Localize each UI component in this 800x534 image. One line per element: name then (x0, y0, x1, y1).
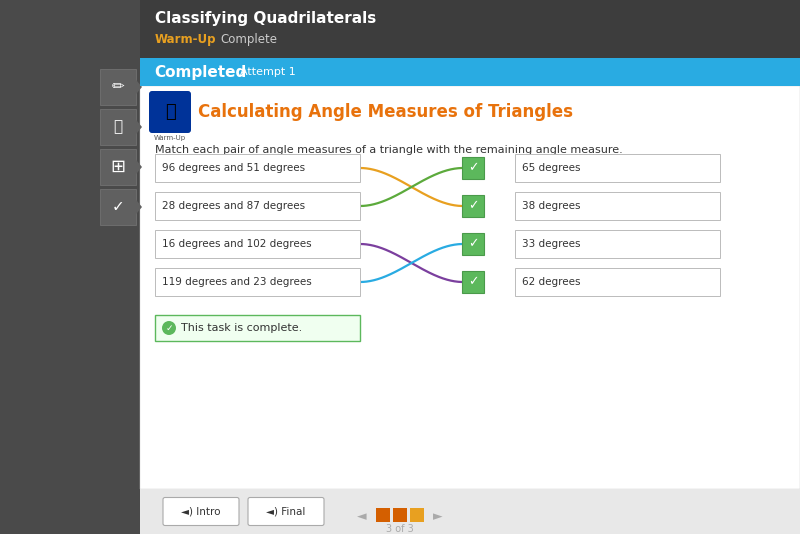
FancyBboxPatch shape (155, 154, 360, 182)
FancyBboxPatch shape (100, 69, 136, 105)
FancyBboxPatch shape (462, 157, 484, 179)
FancyBboxPatch shape (515, 192, 720, 220)
Text: ✓: ✓ (468, 200, 478, 213)
FancyBboxPatch shape (515, 154, 720, 182)
Text: Attempt 1: Attempt 1 (240, 67, 296, 77)
Text: This task is complete.: This task is complete. (181, 323, 302, 333)
Text: 119 degrees and 23 degrees: 119 degrees and 23 degrees (162, 277, 312, 287)
Polygon shape (136, 80, 142, 94)
FancyBboxPatch shape (515, 230, 720, 258)
FancyBboxPatch shape (140, 58, 800, 86)
Text: Calculating Angle Measures of Triangles: Calculating Angle Measures of Triangles (198, 103, 573, 121)
FancyBboxPatch shape (140, 489, 800, 534)
Text: 🎧: 🎧 (114, 120, 122, 135)
FancyBboxPatch shape (376, 508, 390, 522)
FancyBboxPatch shape (100, 149, 136, 185)
FancyBboxPatch shape (155, 268, 360, 296)
Text: Complete: Complete (220, 34, 277, 46)
Text: ✓: ✓ (468, 238, 478, 250)
FancyBboxPatch shape (149, 91, 191, 133)
FancyBboxPatch shape (155, 315, 360, 341)
Polygon shape (136, 200, 142, 214)
Text: 62 degrees: 62 degrees (522, 277, 581, 287)
Text: ►: ► (433, 511, 443, 523)
Polygon shape (136, 160, 142, 174)
Text: 38 degrees: 38 degrees (522, 201, 581, 211)
Text: ⊞: ⊞ (110, 158, 126, 176)
FancyBboxPatch shape (100, 109, 136, 145)
FancyBboxPatch shape (140, 0, 800, 58)
Text: 33 degrees: 33 degrees (522, 239, 581, 249)
FancyBboxPatch shape (393, 508, 407, 522)
Text: Warm-Up: Warm-Up (154, 135, 186, 141)
Text: 28 degrees and 87 degrees: 28 degrees and 87 degrees (162, 201, 305, 211)
Text: ◄) Intro: ◄) Intro (182, 507, 221, 516)
FancyBboxPatch shape (155, 230, 360, 258)
Text: ✓: ✓ (112, 200, 124, 215)
FancyBboxPatch shape (140, 86, 800, 489)
Text: Classifying Quadrilaterals: Classifying Quadrilaterals (155, 11, 376, 26)
Text: ✓: ✓ (468, 161, 478, 175)
FancyBboxPatch shape (515, 268, 720, 296)
Text: 96 degrees and 51 degrees: 96 degrees and 51 degrees (162, 163, 305, 173)
Text: ◄) Final: ◄) Final (266, 507, 306, 516)
FancyBboxPatch shape (163, 498, 239, 525)
FancyBboxPatch shape (462, 233, 484, 255)
Text: ✓: ✓ (468, 276, 478, 288)
Text: Warm-Up: Warm-Up (155, 34, 217, 46)
FancyBboxPatch shape (462, 271, 484, 293)
Text: 🔥: 🔥 (165, 103, 175, 121)
FancyBboxPatch shape (0, 0, 140, 534)
FancyBboxPatch shape (462, 195, 484, 217)
Circle shape (162, 321, 176, 335)
FancyBboxPatch shape (155, 192, 360, 220)
Text: Completed: Completed (154, 65, 246, 80)
Text: Match each pair of angle measures of a triangle with the remaining angle measure: Match each pair of angle measures of a t… (155, 145, 622, 155)
Text: 65 degrees: 65 degrees (522, 163, 581, 173)
Polygon shape (136, 120, 142, 134)
Text: 3 of 3: 3 of 3 (386, 524, 414, 534)
FancyBboxPatch shape (100, 189, 136, 225)
FancyBboxPatch shape (248, 498, 324, 525)
Text: 16 degrees and 102 degrees: 16 degrees and 102 degrees (162, 239, 312, 249)
Text: ◄: ◄ (357, 511, 367, 523)
Text: ✏: ✏ (112, 80, 124, 95)
FancyBboxPatch shape (410, 508, 424, 522)
Text: ✓: ✓ (166, 324, 173, 333)
